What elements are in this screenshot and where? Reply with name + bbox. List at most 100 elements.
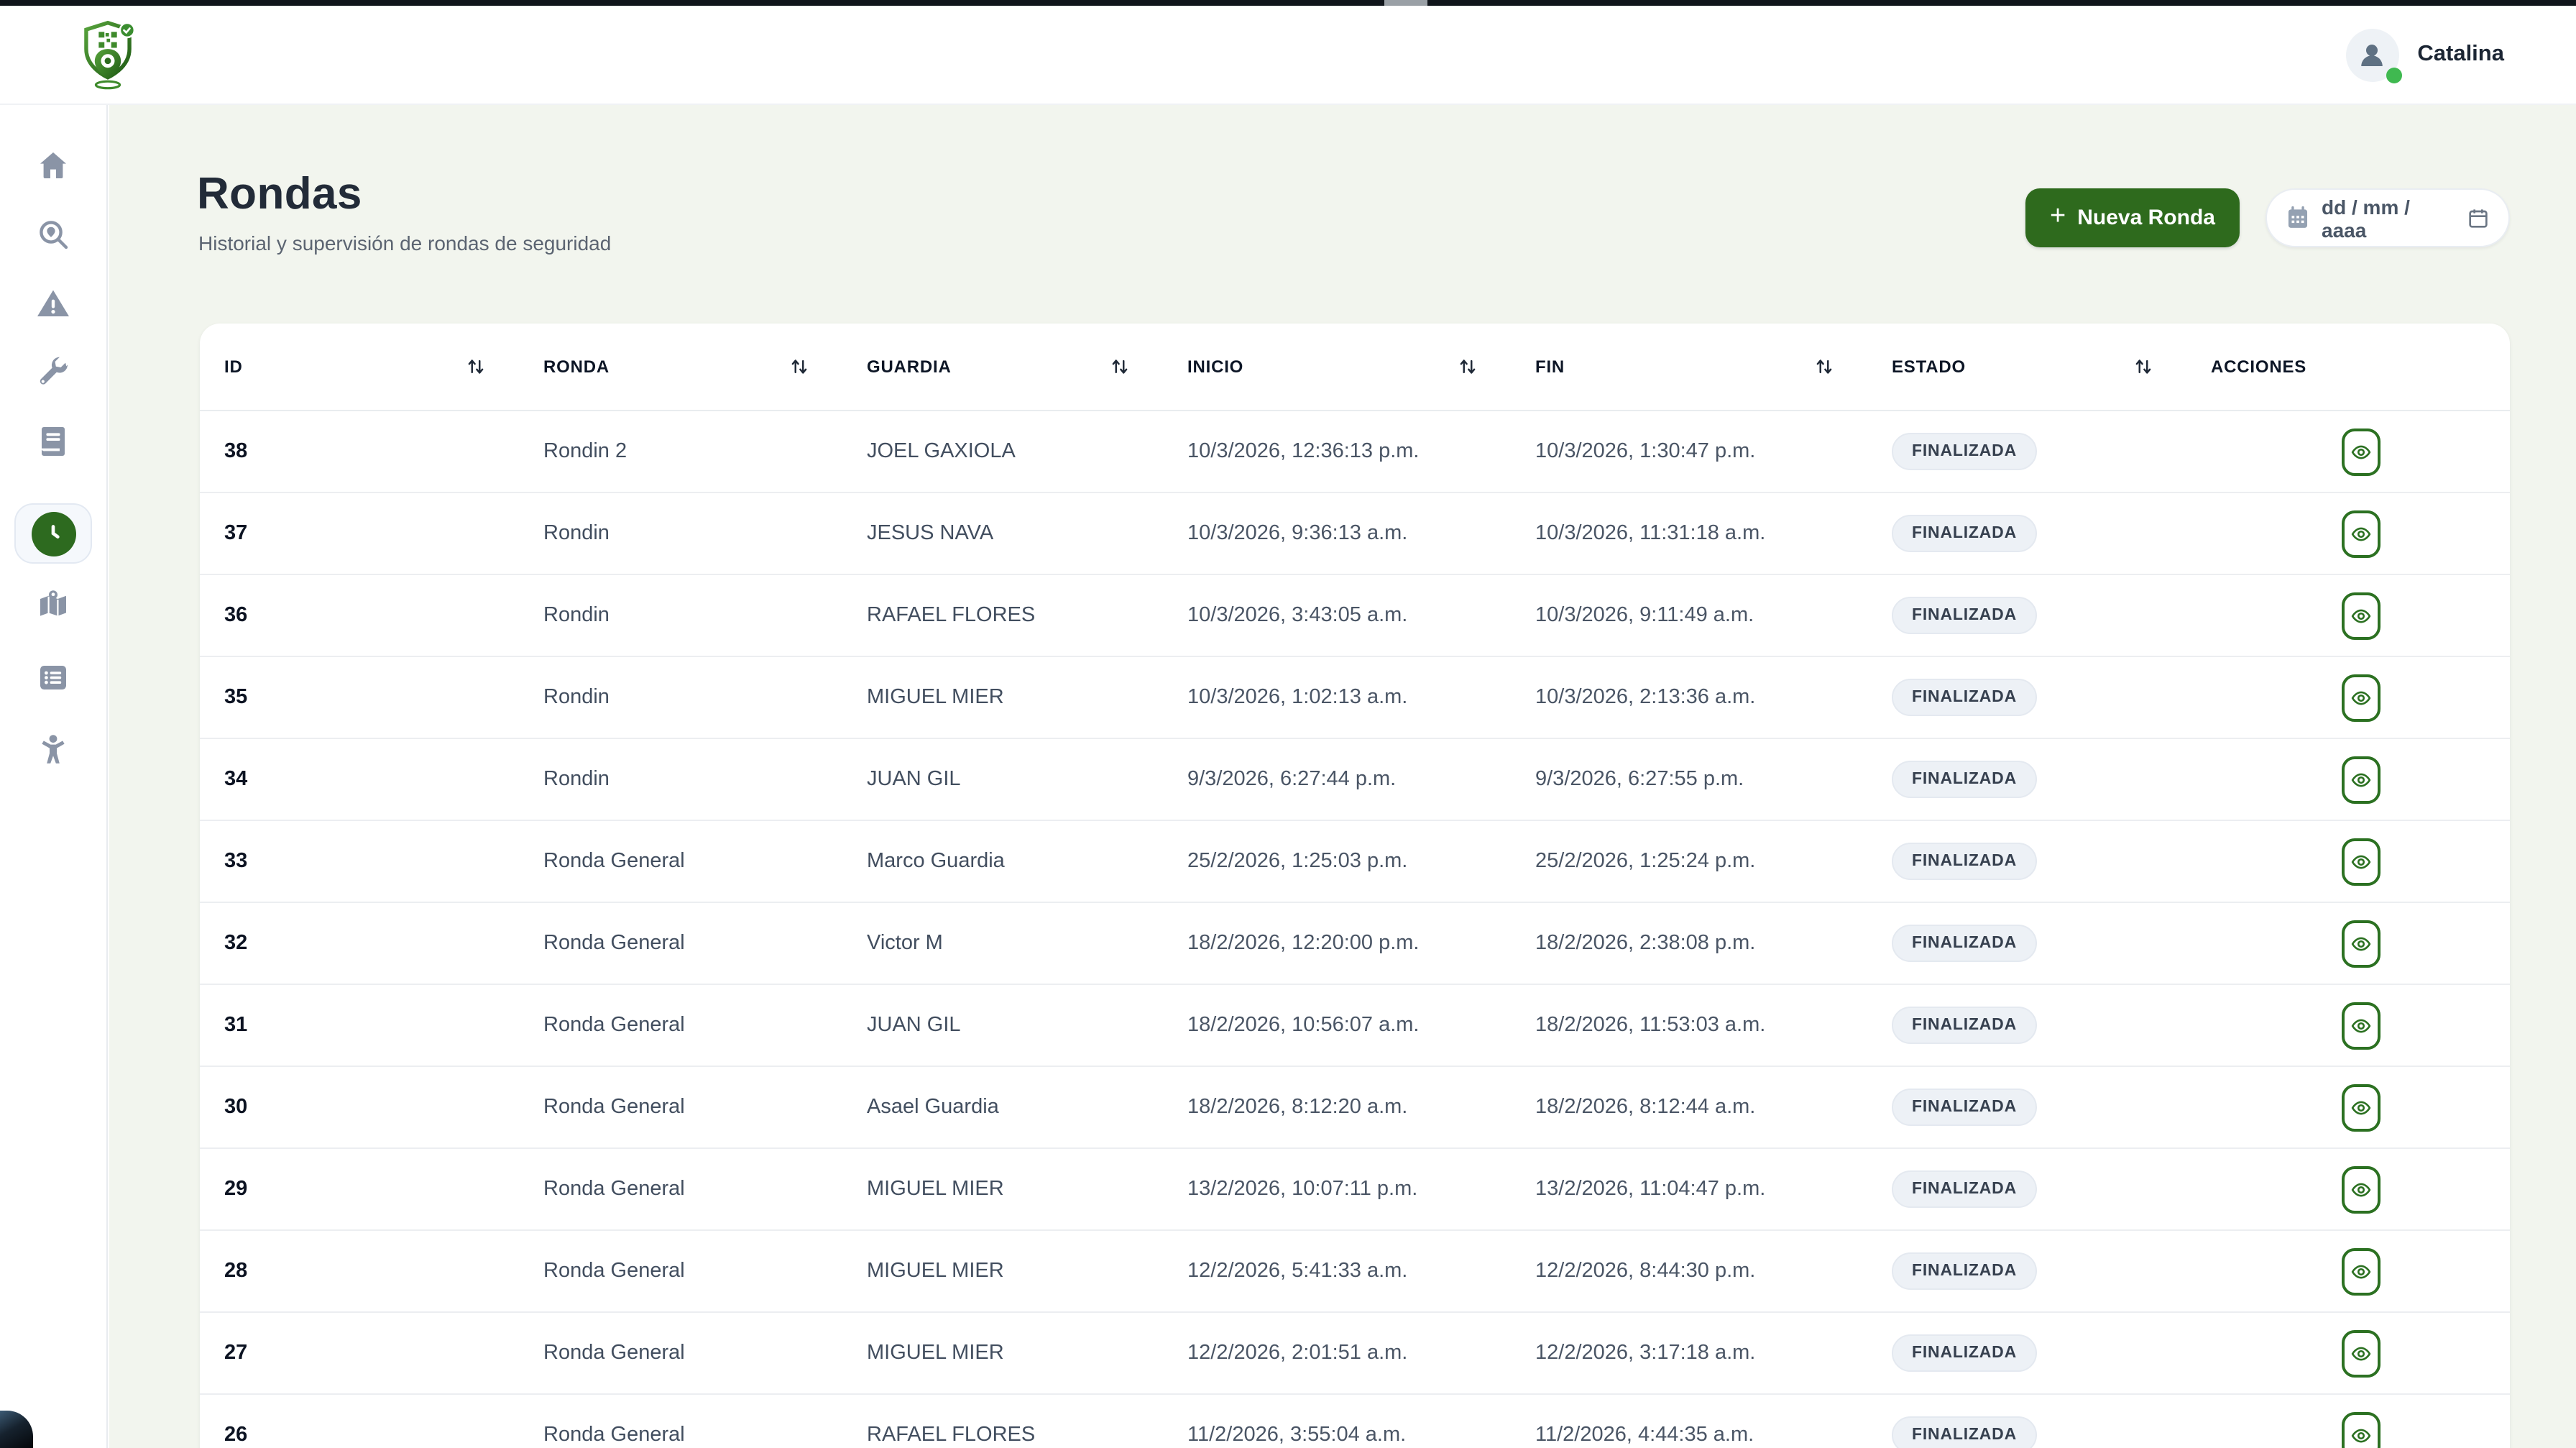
up-down-arrows-icon[interactable] [789,357,809,377]
up-down-arrows-icon[interactable] [1458,357,1478,377]
cell-guardia: JUAN GIL [867,1014,961,1037]
sidebar-item-alerts[interactable] [36,286,70,321]
sidebar-nav [0,105,108,1448]
table-row[interactable]: 33 Ronda General Marco Guardia 25/2/2026… [200,821,2510,903]
column-header[interactable]: ID [224,357,543,377]
search-location-icon [40,221,68,249]
cell-actions [2211,510,2510,557]
cell-guardia: Asael Guardia [867,1096,999,1119]
cell-guardia: RAFAEL FLORES [867,604,1036,627]
view-round-button[interactable] [2341,756,2380,803]
cell-id: 35 [224,686,248,709]
cell-inicio: 9/3/2026, 6:27:44 p.m. [1187,768,1397,791]
cell-inicio: 13/2/2026, 10:07:11 p.m. [1187,1178,1418,1201]
view-round-button[interactable] [2341,428,2380,475]
sidebar-item-records[interactable] [36,660,70,695]
calendar-solid-icon [2288,206,2308,228]
table-row[interactable]: 26 Ronda General RAFAEL FLORES 11/2/2026… [200,1395,2510,1448]
table-row[interactable]: 38 Rondin 2 JOEL GAXIOLA 10/3/2026, 12:3… [200,411,2510,493]
cell-inicio: 10/3/2026, 3:43:05 a.m. [1187,604,1408,627]
sidebar-item-map[interactable] [36,588,70,623]
cell-fin: 18/2/2026, 8:12:44 a.m. [1535,1096,1756,1119]
home-icon [40,152,66,178]
cell-actions [2211,1002,2510,1049]
cell-actions [2211,428,2510,475]
cell-id: 38 [224,440,248,463]
column-header[interactable]: RONDA [543,357,867,377]
user-name: Catalina [2417,42,2504,66]
view-round-button[interactable] [2341,1002,2380,1049]
table-row[interactable]: 35 Rondin MIGUEL MIER 10/3/2026, 1:02:13… [200,657,2510,739]
eye-icon [2350,526,2370,541]
view-round-button[interactable] [2341,1329,2380,1377]
user-icon [2361,45,2383,66]
table-row[interactable]: 37 Rondin JESUS NAVA 10/3/2026, 9:36:13 … [200,493,2510,575]
table-row[interactable]: 34 Rondin JUAN GIL 9/3/2026, 6:27:44 p.m… [200,739,2510,821]
cell-ronda: Rondin [543,522,610,545]
eye-icon [2350,936,2370,950]
user-menu[interactable]: Catalina [2345,28,2504,83]
view-round-button[interactable] [2341,1247,2380,1295]
status-badge: FINALIZADA [1892,1252,2037,1290]
view-round-button[interactable] [2341,1083,2380,1131]
cell-guardia: MIGUEL MIER [867,1260,1004,1283]
cell-fin: 12/2/2026, 8:44:30 p.m. [1535,1260,1756,1283]
status-badge: FINALIZADA [1892,1089,2037,1126]
person-icon [42,735,65,764]
calendar-outline-icon[interactable] [2467,206,2490,229]
up-down-arrows-icon[interactable] [1110,357,1130,377]
cell-ronda: Rondin [543,768,610,791]
cell-ronda: Rondin [543,604,610,627]
eye-icon [2350,1428,2370,1442]
table-row[interactable]: 27 Ronda General MIGUEL MIER 12/2/2026, … [200,1313,2510,1395]
eye-icon [2350,608,2370,623]
column-header[interactable]: GUARDIA [867,357,1187,377]
cell-actions [2211,1083,2510,1131]
sidebar-item-personnel[interactable] [36,732,70,766]
cell-id: 36 [224,604,248,627]
table-row[interactable]: 31 Ronda General JUAN GIL 18/2/2026, 10:… [200,985,2510,1067]
table-row[interactable]: 29 Ronda General MIGUEL MIER 13/2/2026, … [200,1149,2510,1231]
status-badge: FINALIZADA [1892,1007,2037,1044]
view-round-button[interactable] [2341,674,2380,721]
table-row[interactable]: 32 Ronda General Victor M 18/2/2026, 12:… [200,903,2510,985]
sidebar-item-home[interactable] [36,148,70,183]
view-round-button[interactable] [2341,1165,2380,1213]
view-round-button[interactable] [2341,838,2380,885]
cell-ronda: Rondin 2 [543,440,627,463]
date-filter-input[interactable]: dd / mm / aaaa [2266,188,2510,247]
column-header[interactable]: ESTADO [1892,357,2211,377]
cell-actions [2211,674,2510,721]
new-round-button[interactable]: + Nueva Ronda [2025,188,2240,247]
cell-id: 37 [224,522,248,545]
view-round-button[interactable] [2341,592,2380,639]
sidebar-item-search-location[interactable] [36,217,70,252]
column-header[interactable]: FIN [1535,357,1892,377]
view-round-button[interactable] [2341,920,2380,967]
sidebar-item-log-book[interactable] [36,424,70,459]
view-round-button[interactable] [2341,510,2380,557]
avatar[interactable] [2345,28,2402,83]
cell-inicio: 10/3/2026, 1:02:13 a.m. [1187,686,1408,709]
up-down-arrows-icon[interactable] [466,357,486,377]
up-down-arrows-icon[interactable] [2133,357,2153,377]
table-row[interactable]: 28 Ronda General MIGUEL MIER 12/2/2026, … [200,1231,2510,1313]
sidebar-item-tools[interactable] [36,355,70,390]
cell-ronda: Ronda General [543,1014,685,1037]
column-header[interactable]: ACCIONES [2211,357,2510,377]
cell-fin: 9/3/2026, 6:27:55 p.m. [1535,768,1744,791]
table-row[interactable]: 36 Rondin RAFAEL FLORES 10/3/2026, 3:43:… [200,575,2510,657]
column-header-label: GUARDIA [867,357,952,377]
cell-ronda: Ronda General [543,1260,685,1283]
cell-id: 29 [224,1178,248,1201]
cell-fin: 10/3/2026, 2:13:36 a.m. [1535,686,1756,709]
column-header[interactable]: INICIO [1187,357,1535,377]
sidebar-item-rounds-history-active[interactable] [14,503,92,564]
column-header-label: RONDA [543,357,610,377]
cell-inicio: 18/2/2026, 12:20:00 p.m. [1187,932,1420,955]
view-round-button[interactable] [2341,1411,2380,1448]
table-row[interactable]: 30 Ronda General Asael Guardia 18/2/2026… [200,1067,2510,1149]
up-down-arrows-icon[interactable] [1814,357,1834,377]
book-icon [42,427,65,456]
status-badge: FINALIZADA [1892,1170,2037,1208]
